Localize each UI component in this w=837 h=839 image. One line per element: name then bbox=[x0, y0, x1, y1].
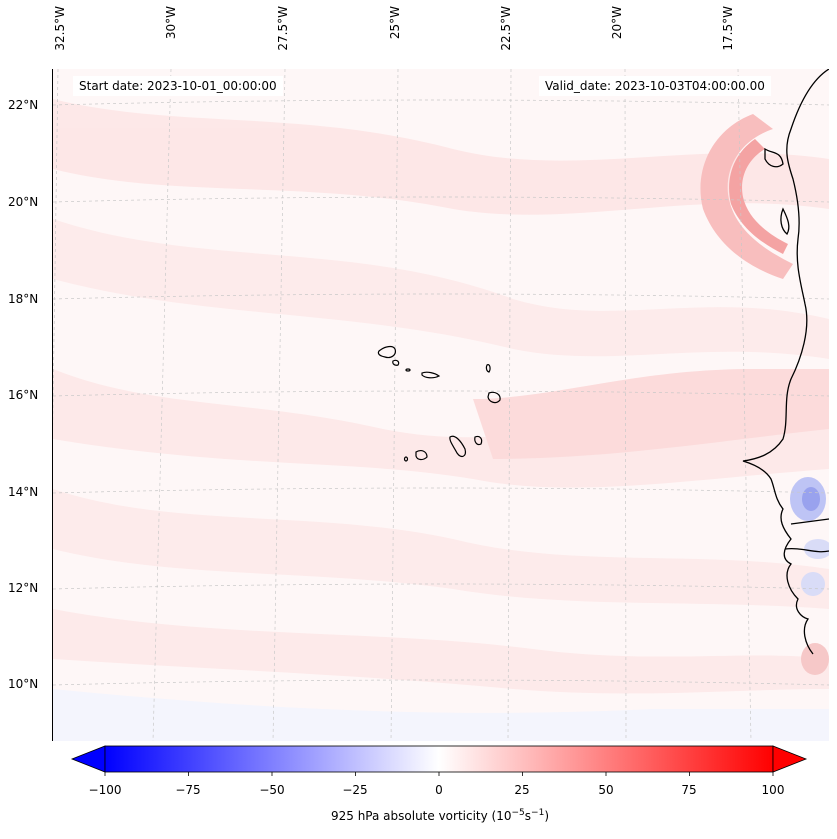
colorbar-max-extend bbox=[772, 745, 808, 773]
lat-label: 20°N bbox=[8, 195, 39, 209]
lat-label: 22°N bbox=[8, 98, 39, 112]
colorbar-tick-label: −75 bbox=[175, 783, 201, 797]
map-canvas bbox=[53, 69, 829, 741]
start-date-label: Start date: 2023-10-01_00:00:00 bbox=[73, 76, 283, 96]
lon-label: 22.5°W bbox=[499, 6, 513, 51]
lon-label: 27.5°W bbox=[276, 6, 290, 51]
colorbar-ticks bbox=[104, 772, 774, 776]
lon-label: 32.5°W bbox=[53, 6, 67, 51]
lat-label: 18°N bbox=[8, 292, 39, 306]
lon-label: 25°W bbox=[388, 6, 402, 40]
lat-label: 12°N bbox=[8, 581, 39, 595]
colorbar bbox=[70, 745, 808, 776]
colorbar-tick-label: −50 bbox=[259, 783, 285, 797]
colorbar-tick-label: 50 bbox=[598, 783, 614, 797]
vorticity-field bbox=[53, 99, 829, 741]
colorbar-gradient bbox=[104, 745, 774, 773]
colorbar-tick-label: 25 bbox=[514, 783, 530, 797]
colorbar-tick-label: −25 bbox=[342, 783, 368, 797]
lon-label: 30°W bbox=[164, 6, 178, 40]
colorbar-tick-label: 100 bbox=[761, 783, 785, 797]
colorbar-min-extend bbox=[70, 745, 106, 773]
lat-label: 10°N bbox=[8, 677, 39, 691]
lon-label: 20°W bbox=[610, 6, 624, 40]
lon-label: 17.5°W bbox=[721, 6, 735, 51]
graticule bbox=[53, 69, 829, 741]
colorbar-tick-label: −100 bbox=[88, 783, 122, 797]
colorbar-label: 925 hPa absolute vorticity (10−5s−1) bbox=[330, 808, 550, 823]
colorbar-tick-label: 0 bbox=[435, 783, 443, 797]
colorbar-tick-label: 75 bbox=[681, 783, 697, 797]
coastline bbox=[742, 69, 829, 655]
lat-label: 14°N bbox=[8, 485, 39, 499]
cape-verde-islands bbox=[377, 345, 501, 462]
lat-label: 16°N bbox=[8, 388, 39, 402]
valid-date-label: Valid_date: 2023-10-03T04:00:00.00 bbox=[539, 76, 771, 96]
map-plot-area bbox=[52, 69, 829, 741]
